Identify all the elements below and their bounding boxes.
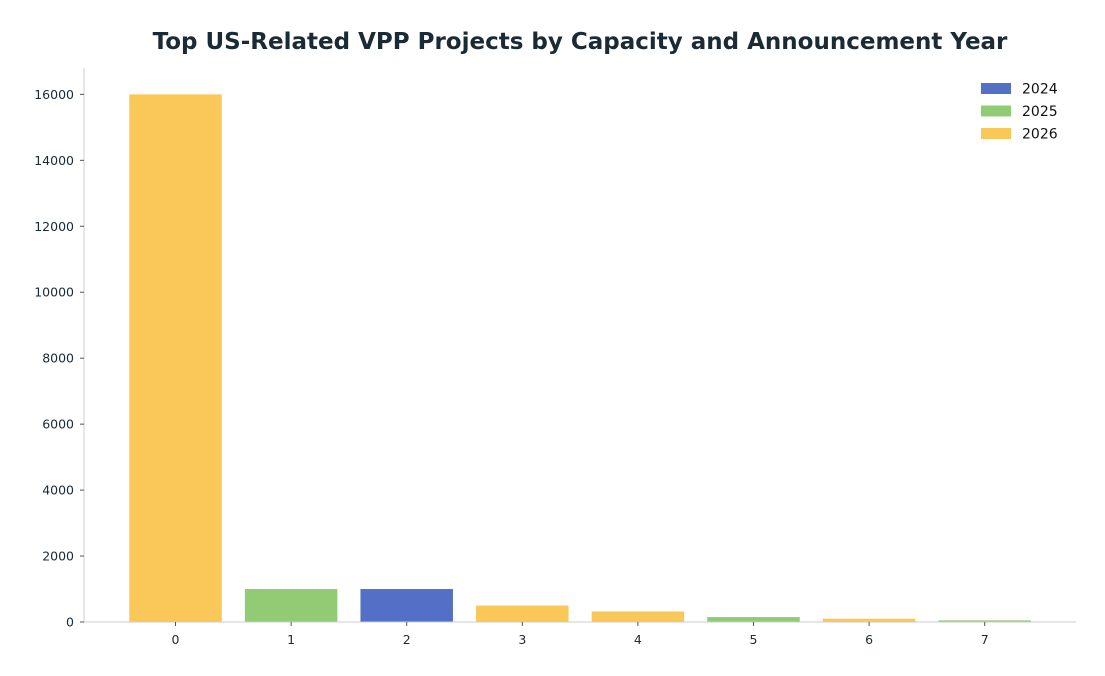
x-tick-label: 2 (403, 632, 411, 647)
legend: 2024 2025 2026 (981, 82, 1058, 143)
y-tick-label: 14000 (34, 153, 74, 168)
legend-swatch-2024 (981, 83, 1011, 94)
bar-7 (938, 620, 1031, 622)
bar-5 (707, 617, 800, 622)
x-tick-label: 4 (634, 632, 642, 647)
x-tick-label: 3 (518, 632, 526, 647)
legend-label-2026: 2026 (1022, 127, 1058, 143)
legend-label-2025: 2025 (1022, 104, 1058, 120)
bar-2 (360, 589, 453, 622)
chart-title: Top US-Related VPP Projects by Capacity … (153, 29, 1008, 55)
legend-swatch-2025 (981, 105, 1011, 117)
x-ticks-group: 0 1 2 3 4 5 6 7 (172, 622, 989, 647)
y-tick-label: 0 (66, 615, 74, 630)
y-tick-label: 6000 (42, 417, 74, 432)
bar-4 (591, 611, 685, 622)
y-tick-label: 4000 (42, 483, 74, 498)
legend-label-2024: 2024 (1022, 82, 1058, 98)
y-tick-label: 10000 (34, 285, 74, 300)
bar-3 (476, 605, 569, 622)
y-tick-label: 8000 (42, 351, 74, 366)
legend-swatch-2026 (981, 128, 1011, 139)
x-tick-label: 5 (750, 632, 758, 647)
bar-1 (244, 589, 338, 622)
x-tick-label: 6 (865, 632, 873, 647)
y-tick-label: 2000 (42, 549, 74, 564)
y-ticks-group: 0 2000 4000 6000 8000 10000 12000 14000 16000 (34, 87, 84, 630)
bars-group (129, 94, 1031, 622)
bar-0 (129, 94, 222, 622)
x-tick-label: 7 (981, 632, 989, 647)
y-tick-label: 16000 (34, 87, 74, 102)
x-tick-label: 0 (172, 632, 180, 647)
bar-6 (822, 618, 916, 622)
y-tick-label: 12000 (34, 219, 74, 234)
x-tick-label: 1 (287, 632, 295, 647)
